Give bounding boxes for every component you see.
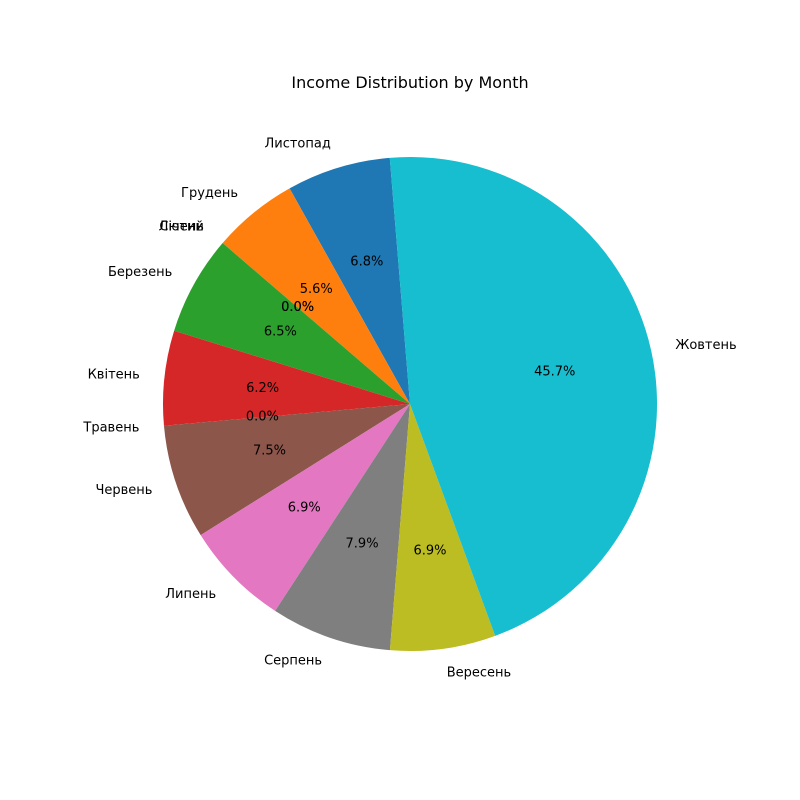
slice-9 (200, 404, 410, 611)
slice-2-label: Грудень (181, 186, 238, 201)
slice-2 (222, 188, 410, 404)
slice-12-label: Жовтень (675, 338, 736, 353)
slice-5 (174, 243, 410, 404)
slice-10-label: Серпень (264, 654, 322, 669)
slice-3-percent: 0.0% (281, 300, 314, 315)
slice-1 (289, 157, 410, 404)
slice-4-label: Лютий (159, 219, 204, 234)
slice-6-percent: 6.2% (246, 381, 279, 396)
slice-3-label: Січень (159, 219, 204, 234)
slice-8-label: Червень (95, 483, 152, 498)
slice-8 (163, 404, 410, 536)
slice-9-label: Липень (165, 587, 216, 602)
slice-1-percent: 6.8% (350, 255, 383, 270)
slice-6 (162, 330, 410, 426)
slice-7-label: Травень (82, 420, 139, 435)
slice-8-percent: 7.5% (253, 444, 286, 459)
slice-7-percent: 0.0% (246, 410, 279, 425)
slice-10 (275, 404, 410, 651)
slice-9-percent: 6.9% (288, 500, 321, 515)
slice-11-percent: 6.9% (413, 543, 446, 558)
slice-11 (389, 404, 496, 651)
pie-slices (162, 156, 658, 651)
slice-1-label: Листопад (264, 137, 330, 152)
slice-12 (389, 156, 658, 636)
slice-5-percent: 6.5% (264, 325, 297, 340)
slice-5-label: Березень (108, 265, 172, 280)
slice-12-percent: 45.7% (534, 365, 575, 380)
percent-labels: 6.8%5.6%0.0%0.0%6.5%6.2%0.0%7.5%6.9%7.9%… (246, 255, 576, 559)
chart-title: Income Distribution by Month (291, 73, 528, 92)
slice-2-percent: 5.6% (300, 282, 333, 297)
slice-6-label: Квітень (88, 368, 140, 383)
slice-11-label: Вересень (447, 666, 511, 681)
slice-10-percent: 7.9% (346, 537, 379, 552)
slice-4-percent: 0.0% (281, 300, 314, 315)
